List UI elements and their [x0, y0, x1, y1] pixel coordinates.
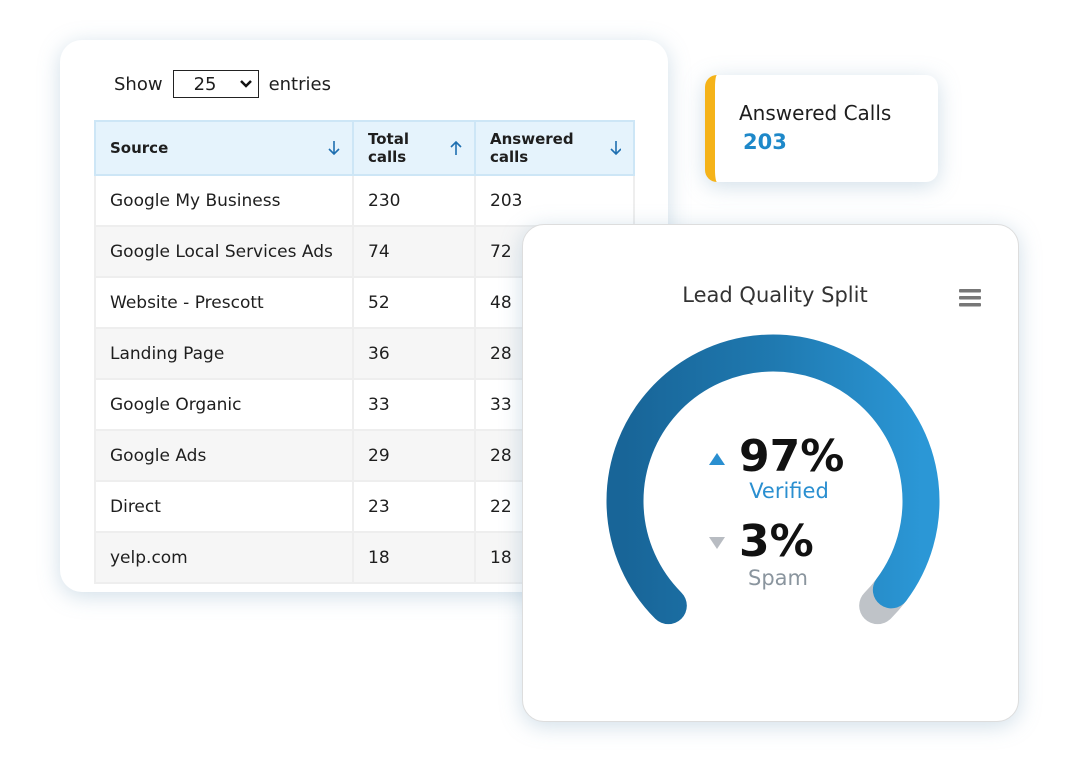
chevron — [239, 80, 252, 88]
page-size-select[interactable]: 25 — [172, 70, 259, 98]
header-cell: Answered calls — [490, 130, 621, 166]
spam-label: Spam — [748, 566, 808, 590]
header-cell: Source — [110, 139, 340, 157]
show-label: Show — [114, 73, 163, 95]
table-cell: Google My Business — [94, 174, 354, 227]
table-cell: Google Local Services Ads — [94, 225, 354, 278]
column-title: Answered calls — [490, 130, 574, 166]
stat-label: Answered Calls — [739, 101, 892, 125]
column-header: Answered calls — [474, 120, 635, 176]
menu-icon[interactable] — [959, 289, 981, 307]
table-cell: Google Ads — [94, 429, 354, 482]
table-cell: 36 — [352, 327, 476, 380]
table-cell: yelp.com — [94, 531, 354, 584]
table-cell: Website - Prescott — [94, 276, 354, 329]
table-cell: 230 — [352, 174, 476, 227]
sort-icon — [610, 141, 621, 156]
sort-arrow — [610, 141, 621, 156]
verified-label: Verified — [749, 479, 829, 503]
verified-percent: 97% — [739, 431, 844, 482]
table-cell: 33 — [352, 378, 476, 431]
table-cell: 74 — [352, 225, 476, 278]
gauge-card: Lead Quality Split 97% Verified 3% Spam — [522, 224, 1019, 722]
table-cell: Google Organic — [94, 378, 354, 431]
table-cell: Landing Page — [94, 327, 354, 380]
sort-arrow — [450, 140, 462, 155]
verified-arc — [606, 334, 940, 625]
page-size: 25 — [193, 73, 217, 95]
sort-icon — [328, 141, 340, 156]
column-header: Total calls — [352, 120, 476, 176]
up-triangle — [709, 453, 725, 465]
column-title: Source — [110, 139, 169, 157]
table-cell: 29 — [352, 429, 476, 482]
table-cell: 23 — [352, 480, 476, 533]
column-header: Source — [94, 120, 354, 176]
header-cell: Total calls — [368, 130, 462, 166]
gauge-title: Lead Quality Split — [682, 283, 867, 307]
table-row: Website - Prescott 52 48 — [94, 276, 635, 329]
length-control: Show 25 entries — [114, 70, 331, 98]
table-cell: 203 — [474, 174, 635, 227]
stat-value: 203 — [743, 130, 787, 154]
spam-percent: 3% — [739, 516, 814, 567]
header-row: Source Total calls Answered calls — [94, 120, 635, 176]
table-row: Google My Business 230 203 — [94, 174, 635, 227]
sort-arrow — [328, 141, 340, 156]
table-cell: 52 — [352, 276, 476, 329]
sort-icon — [450, 140, 462, 155]
gauge: Lead Quality Split 97% Verified 3% Spam — [606, 283, 981, 625]
down-triangle — [709, 537, 725, 549]
column-title: Total calls — [368, 130, 409, 166]
stat-card: Answered Calls 203 — [705, 75, 938, 182]
entries-label: entries — [268, 73, 331, 95]
table-cell: 18 — [352, 531, 476, 584]
table-cell: Direct — [94, 480, 354, 533]
